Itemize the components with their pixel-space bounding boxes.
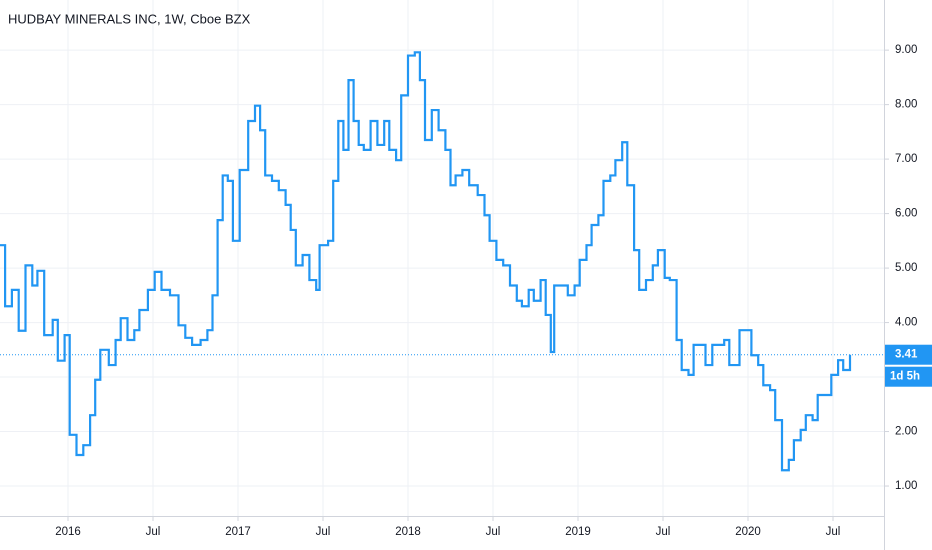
y-tick-label: 6.00 [895,208,917,220]
x-tick-label: Jul [826,526,841,538]
y-tick-label: 1.00 [895,480,917,492]
axes: 1.002.003.004.005.006.007.008.009.002016… [55,44,932,538]
x-tick-label: 2020 [735,526,761,538]
last-price-label: 3.41 [895,349,918,361]
y-tick-label: 7.00 [895,153,917,165]
x-tick-label: 2016 [55,526,81,538]
y-tick-label: 5.00 [895,262,917,274]
countdown-badge [885,366,932,387]
x-tick-label: 2018 [395,526,421,538]
last-price-badge [885,344,932,365]
y-tick-label: 4.00 [895,317,917,329]
x-tick-label: Jul [146,526,161,538]
y-tick-label: 8.00 [895,99,917,111]
x-tick-label: Jul [486,526,501,538]
price-line [0,51,852,472]
grid [0,0,884,516]
y-tick-label: 2.00 [895,426,917,438]
x-tick-label: 2019 [565,526,591,538]
x-tick-label: Jul [656,526,671,538]
chart-title: HUDBAY MINERALS INC, 1W, Cboe BZX [8,11,251,26]
countdown-label: 1d 5h [890,371,920,383]
y-tick-label: 9.00 [895,44,917,56]
x-tick-label: 2017 [225,526,251,538]
x-tick-label: Jul [316,526,331,538]
plot [0,51,884,472]
